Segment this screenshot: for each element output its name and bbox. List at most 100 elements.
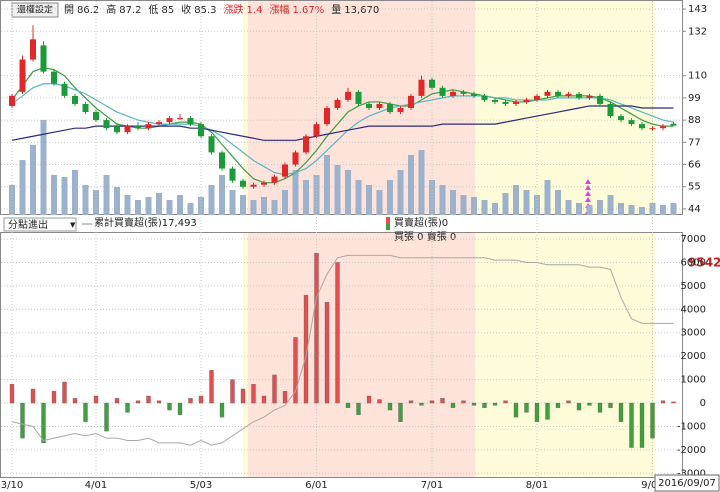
candle-body: [555, 91, 561, 96]
candle-body: [492, 99, 498, 102]
panel-header: [0, 215, 682, 232]
candle-body: [177, 118, 183, 120]
volume-bar: [628, 205, 635, 215]
cumulative-line: [11, 254, 674, 446]
y-tick-label: 132: [688, 26, 707, 37]
flow-bar: [62, 381, 67, 404]
flow-bar: [639, 402, 645, 448]
candle-body: [439, 87, 446, 96]
y-tick-label: 6000: [681, 257, 706, 268]
quote-value: 86.2: [77, 5, 99, 16]
flow-bar: [345, 402, 351, 408]
flow-bar: [387, 402, 393, 411]
selector[interactable]: [3, 217, 77, 232]
flow-bar: [303, 295, 309, 404]
candle-body: [345, 91, 351, 100]
candle-body: [208, 136, 215, 153]
candle-body: [471, 93, 477, 96]
flow-bar: [251, 384, 256, 404]
volume-bar: [250, 200, 257, 215]
candle-body: [219, 152, 225, 169]
flow-bar: [135, 400, 141, 404]
flow-bar: [461, 400, 466, 404]
flow-bar: [188, 398, 193, 404]
volume-bar: [366, 185, 372, 215]
volume-bar: [282, 190, 288, 215]
volume-bar: [345, 170, 351, 215]
candle-body: [114, 126, 120, 133]
volume-bar: [660, 205, 666, 215]
candle-body: [523, 99, 530, 102]
flow-bar: [566, 400, 571, 404]
volume-bar: [114, 187, 120, 215]
quote-value: 85.3: [194, 5, 216, 16]
volume-bar: [72, 170, 78, 215]
volume-bar: [513, 185, 519, 215]
legend-pos: [386, 217, 390, 224]
candle-body: [124, 126, 131, 133]
y-tick-label: 1000: [681, 375, 706, 386]
band-yellow: [243, 0, 248, 478]
volume-bar: [502, 193, 509, 215]
quote-value: 87.2: [119, 5, 141, 16]
quote-value: 1.4: [247, 5, 263, 16]
candle-body: [376, 103, 383, 108]
flow-bar: [125, 402, 130, 413]
cum-label: 累計買賣超(張)17,493: [94, 216, 197, 229]
flow-bar: [230, 379, 235, 404]
flow-bar: [629, 402, 634, 448]
volume-bar: [208, 185, 215, 215]
volume-bar: [145, 197, 152, 215]
volume-bar: [607, 195, 614, 215]
flow-bar: [72, 398, 78, 404]
quote-label: 低: [149, 3, 159, 16]
candle-body: [534, 95, 540, 100]
legend-neg: [386, 224, 390, 230]
flow-bar: [482, 402, 487, 408]
flow-bar: [146, 395, 151, 404]
y-tick-label: 66: [688, 160, 701, 171]
x-tick-label: 6/01: [305, 480, 327, 491]
volume-bar: [471, 197, 477, 215]
candle-body: [61, 83, 68, 96]
volume-bar: [618, 203, 624, 215]
y-tick-label: 88: [688, 115, 701, 126]
candle-body: [40, 45, 47, 72]
volume-bar: [439, 185, 446, 215]
candle-body: [145, 124, 152, 129]
quote-value: 13,670: [344, 5, 379, 16]
flow-bar: [261, 395, 267, 404]
flow-bar: [608, 402, 613, 408]
candle-body: [450, 91, 456, 96]
candle-body: [19, 59, 26, 92]
candle-body: [670, 123, 677, 126]
y-tick-label: 143: [688, 4, 707, 15]
candle-body: [156, 122, 162, 125]
quote-label: 量: [331, 4, 341, 16]
volume-bar: [649, 203, 656, 215]
volume-bar: [313, 175, 320, 215]
flow-bar: [356, 402, 361, 415]
flow-bar: [9, 384, 15, 404]
flow-bar: [219, 402, 225, 418]
volume-bar: [429, 180, 435, 215]
volume-bar: [418, 150, 425, 215]
candle-body: [481, 95, 488, 100]
candle-body: [649, 128, 656, 130]
volume-bar: [523, 190, 530, 215]
flow-bar: [419, 402, 424, 406]
volume-bar: [597, 200, 603, 215]
candle-body: [30, 39, 36, 60]
flow-bar: [104, 402, 109, 432]
volume-bar: [261, 197, 267, 215]
flow-bar: [41, 402, 46, 444]
flow-bar: [324, 302, 330, 404]
volume-bar: [9, 185, 15, 215]
dropdown-arrow: ▼: [70, 221, 76, 229]
candle-body: [618, 116, 624, 121]
y-tick-label: -2000: [677, 445, 706, 456]
flow-bar: [408, 400, 414, 404]
candle-body: [628, 120, 635, 125]
volume-bar: [408, 155, 414, 215]
